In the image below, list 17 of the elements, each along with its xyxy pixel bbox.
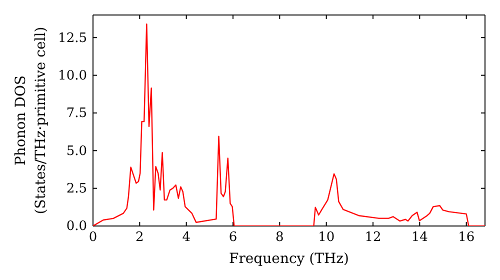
y-axis-title: Phonon DOS (States/THz·primitive cell) xyxy=(13,26,49,214)
x-tick-label: 0 xyxy=(88,230,98,246)
y-tick-label: 10.0 xyxy=(58,68,87,84)
y-tick-label: 7.5 xyxy=(66,106,87,122)
x-tick-label: 6 xyxy=(228,230,238,246)
x-tick-label: 14 xyxy=(411,230,428,246)
x-tick-label: 12 xyxy=(364,230,382,246)
y-tick-label: 2.5 xyxy=(66,181,87,196)
x-tick-label: 8 xyxy=(276,230,284,246)
x-tick-label: 10 xyxy=(318,230,335,246)
y-tick-label: 12.5 xyxy=(58,30,87,46)
y-tick-label: 5.0 xyxy=(66,144,87,159)
x-tick-label: 2 xyxy=(136,230,144,246)
x-tick-label: 4 xyxy=(182,230,190,246)
x-tick-label: 16 xyxy=(458,230,475,246)
y-tick-label: 0.0 xyxy=(66,219,87,234)
x-axis-title: Frequency (THz) xyxy=(228,251,350,267)
